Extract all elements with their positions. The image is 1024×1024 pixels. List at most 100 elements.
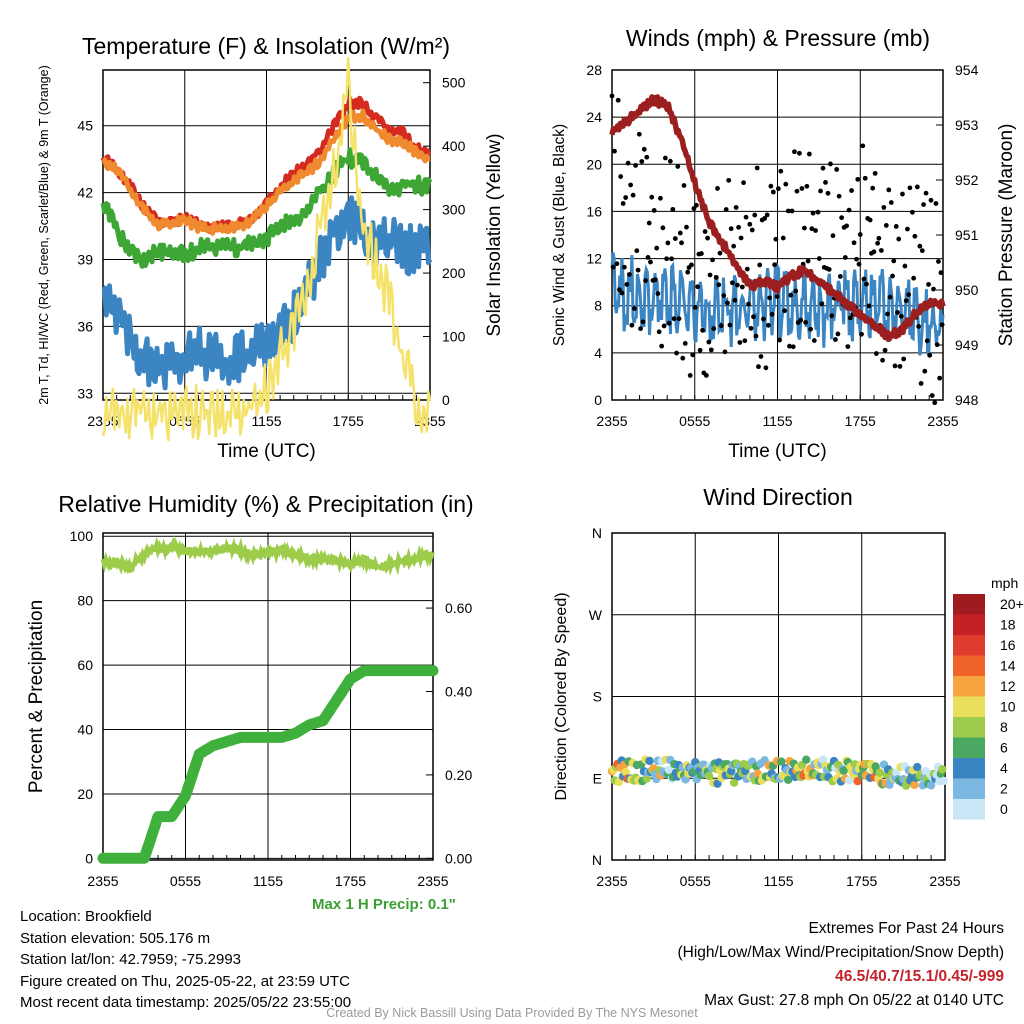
gust-point bbox=[670, 206, 676, 212]
y-tick-label: S bbox=[593, 689, 602, 705]
gust-point bbox=[882, 347, 888, 353]
gust-point bbox=[777, 337, 782, 343]
gust-point bbox=[655, 291, 661, 296]
extremes-values: 46.5/40.7/15.1/0.45/-999 bbox=[835, 968, 1004, 985]
gust-point bbox=[891, 258, 897, 264]
gust-point bbox=[875, 240, 881, 246]
direction-point bbox=[926, 781, 936, 790]
direction-points bbox=[607, 755, 948, 790]
gust-point bbox=[939, 322, 945, 328]
legend-title: mph bbox=[991, 575, 1018, 591]
y-tick-label: 20 bbox=[77, 786, 93, 802]
x-tick-label: 2355 bbox=[87, 873, 118, 889]
chart-title: Relative Humidity (%) & Precipitation (i… bbox=[58, 491, 473, 517]
gust-point bbox=[893, 224, 899, 229]
direction-point bbox=[645, 756, 654, 766]
gust-point bbox=[922, 368, 928, 374]
gust-point bbox=[819, 301, 825, 307]
x-tick-label: 1755 bbox=[335, 873, 366, 889]
gust-point bbox=[909, 209, 915, 215]
gust-point bbox=[797, 150, 802, 156]
gust-point bbox=[833, 337, 838, 342]
y-tick-label: 0 bbox=[85, 850, 93, 866]
right-tick-label: 954 bbox=[955, 62, 979, 78]
gust-point bbox=[643, 278, 648, 283]
recent-timestamp: Most recent data timestamp: 2025/05/22 2… bbox=[20, 994, 352, 1011]
gust-point bbox=[787, 343, 792, 349]
gust-point bbox=[880, 357, 885, 363]
y-axis-label: Percent & Precipitation bbox=[26, 600, 47, 793]
gust-point bbox=[623, 195, 629, 200]
gust-point bbox=[768, 183, 774, 189]
gust-point bbox=[907, 185, 913, 191]
right-tick-label: 400 bbox=[442, 138, 466, 154]
gust-point bbox=[914, 184, 920, 190]
gust-point bbox=[790, 344, 796, 350]
legend-swatch bbox=[953, 737, 985, 758]
gust-point bbox=[871, 249, 877, 255]
x-tick-label: 2355 bbox=[596, 413, 627, 429]
gust-point bbox=[634, 248, 640, 254]
gust-point bbox=[737, 340, 743, 345]
gust-point bbox=[835, 331, 841, 337]
gust-point bbox=[698, 251, 704, 256]
gust-point bbox=[895, 310, 900, 315]
gust-point bbox=[739, 284, 745, 290]
gust-point bbox=[847, 315, 853, 321]
chart-panel-3: Relative Humidity (%) & Precipitation (i… bbox=[26, 491, 474, 889]
series-line-pressure bbox=[609, 94, 946, 342]
legend-swatch bbox=[953, 696, 985, 717]
gust-point bbox=[761, 316, 766, 322]
gust-point bbox=[741, 180, 746, 186]
gust-point bbox=[931, 286, 936, 292]
x-tick-label: 2355 bbox=[927, 413, 958, 429]
gust-point bbox=[660, 225, 666, 231]
y-tick-label: 33 bbox=[77, 385, 93, 401]
right-tick-label: 200 bbox=[442, 265, 466, 281]
x-tick-label: 0555 bbox=[170, 873, 201, 889]
gust-point bbox=[752, 212, 758, 218]
gust-point bbox=[921, 202, 926, 207]
gust-point bbox=[901, 356, 907, 362]
gust-point bbox=[810, 210, 816, 216]
right-tick-label: 100 bbox=[442, 329, 466, 345]
gust-point bbox=[883, 222, 889, 228]
right-tick-label: 952 bbox=[955, 172, 979, 188]
gust-point bbox=[933, 201, 939, 206]
gust-point bbox=[896, 236, 902, 242]
right-axis-label: Solar Insolation (Yellow) bbox=[484, 133, 505, 336]
gust-point bbox=[769, 311, 775, 317]
gust-point bbox=[851, 240, 857, 246]
gust-point bbox=[646, 220, 652, 226]
gust-point bbox=[639, 159, 645, 164]
y-tick-label: 16 bbox=[586, 203, 602, 219]
gust-point bbox=[682, 341, 688, 346]
gust-point bbox=[703, 372, 709, 378]
gust-point bbox=[751, 314, 756, 320]
speed-legend: mph 20+ 18 16 14 12 10 8 6 4 2 0 bbox=[953, 575, 1024, 820]
right-tick-label: 300 bbox=[442, 202, 466, 218]
x-tick-label: 1155 bbox=[763, 873, 793, 889]
right-tick-label: 950 bbox=[955, 282, 979, 298]
gust-point bbox=[674, 350, 679, 356]
gust-point bbox=[640, 319, 646, 325]
gust-point bbox=[801, 225, 807, 231]
gust-point bbox=[757, 262, 763, 268]
legend-swatch bbox=[953, 635, 985, 656]
gust-point bbox=[764, 212, 770, 218]
gust-point bbox=[715, 186, 720, 191]
gust-point bbox=[628, 182, 634, 188]
gust-point bbox=[695, 284, 701, 290]
gust-point bbox=[644, 154, 650, 160]
legend-label: 10 bbox=[1000, 699, 1016, 715]
gust-point bbox=[705, 235, 710, 241]
gust-point bbox=[706, 339, 712, 345]
gust-point bbox=[738, 235, 744, 241]
gust-point bbox=[844, 223, 849, 229]
gust-point bbox=[707, 272, 713, 278]
y-tick-label: 40 bbox=[77, 722, 93, 738]
gust-point bbox=[886, 187, 892, 193]
gust-point bbox=[626, 272, 632, 277]
x-tick-label: 2355 bbox=[596, 873, 627, 889]
